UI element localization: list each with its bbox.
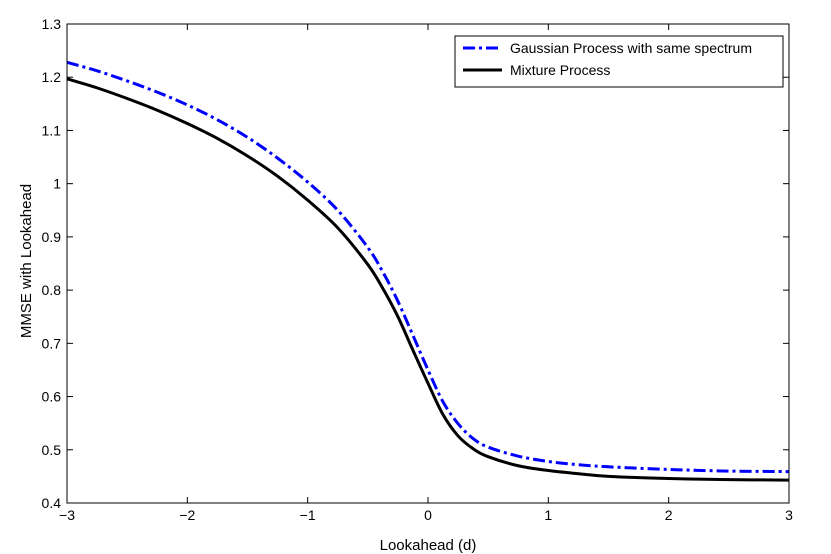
x-tick-label: −1 [300,507,316,523]
x-tick-label: 2 [665,507,673,523]
y-tick-label: 1.3 [42,16,62,32]
x-tick-label: 1 [544,507,552,523]
y-tick-label: 0.6 [42,389,62,405]
y-tick-label: 0.7 [42,335,62,351]
x-tick-label: 0 [424,507,432,523]
series-line-mixture [66,77,790,482]
y-tick-label: 0.9 [42,229,62,245]
y-tick-label: 0.5 [42,442,62,458]
y-tick-label: 1.1 [42,122,62,138]
ticks-layer: −3 −2 −1 0 1 2 3 0.4 0.5 0.6 0.7 0.8 0.9 1 1.1 1.2 1.3 [42,16,794,523]
plot-area [67,24,789,503]
legend-label-mixture: Mixture Process [510,62,610,78]
x-tick-label: −3 [59,507,75,523]
y-tick-label: 0.4 [42,495,62,511]
x-tick-label: 3 [785,507,793,523]
y-tick-label: 1.2 [42,69,62,85]
legend-label-gaussian: Gaussian Process with same spectrum [510,40,752,56]
legend: Gaussian Process with same spectrum Mixt… [454,35,784,88]
y-axis-label: MMSE with Lookahead [18,184,35,338]
x-tick-label: −2 [179,507,195,523]
y-tick-label: 0.8 [42,282,62,298]
y-tick-label: 1 [53,176,61,192]
legend-box [454,35,784,88]
series-layer [66,60,790,482]
series-line-gaussian [66,60,790,474]
x-axis-label: Lookahead (d) [380,537,477,554]
